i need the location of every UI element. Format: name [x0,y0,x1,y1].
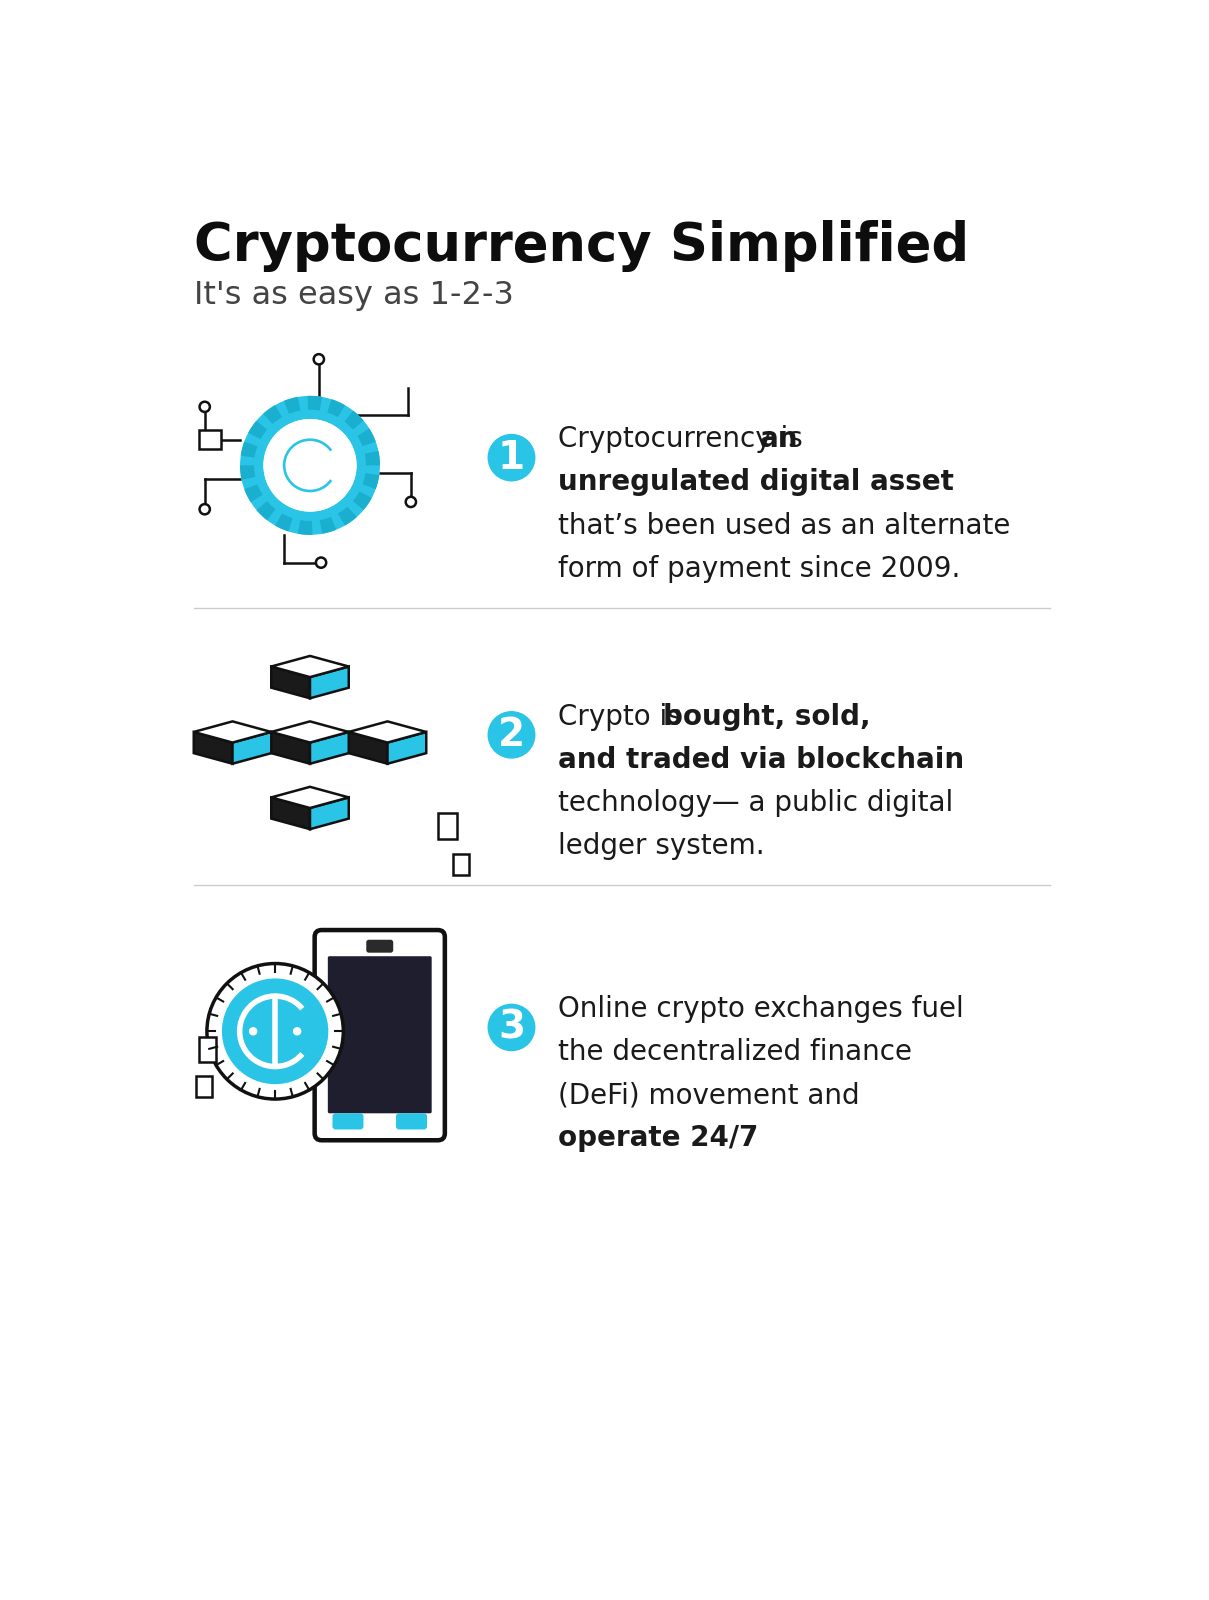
Circle shape [264,419,355,510]
Text: It's as easy as 1-2-3: It's as easy as 1-2-3 [193,280,514,312]
Text: that’s been used as an alternate: that’s been used as an alternate [559,512,1011,539]
Wedge shape [345,411,364,430]
Polygon shape [232,731,271,763]
Text: bought, sold,: bought, sold, [663,702,870,731]
Text: operate 24/7: operate 24/7 [559,1125,758,1152]
Text: ledger system.: ledger system. [559,832,764,859]
Bar [199,1037,216,1062]
Wedge shape [264,405,282,424]
Wedge shape [256,501,276,520]
Text: technology— a public digital: technology— a public digital [559,789,953,816]
FancyBboxPatch shape [397,1114,427,1130]
Polygon shape [193,722,271,742]
Bar [198,430,221,450]
Circle shape [316,557,326,568]
FancyBboxPatch shape [332,1114,364,1130]
Text: 2: 2 [498,715,525,754]
Circle shape [406,498,416,507]
Circle shape [313,354,324,365]
Text: unregulated digital asset: unregulated digital asset [559,469,954,496]
Text: the decentralized finance: the decentralized finance [559,1038,912,1066]
Text: and traded via blockchain: and traded via blockchain [559,746,964,774]
Circle shape [488,1005,534,1051]
Text: (DeFi) movement and: (DeFi) movement and [559,1082,860,1109]
Circle shape [199,402,210,411]
FancyBboxPatch shape [328,957,432,1114]
FancyBboxPatch shape [314,930,445,1141]
Polygon shape [310,731,348,763]
Wedge shape [307,395,322,411]
Circle shape [488,712,534,758]
Wedge shape [274,514,293,531]
Wedge shape [241,466,255,480]
Bar [453,854,469,875]
Polygon shape [271,731,310,763]
Polygon shape [271,722,348,742]
Polygon shape [348,731,388,763]
Circle shape [207,963,343,1099]
Polygon shape [271,797,310,829]
Circle shape [199,504,210,514]
Bar [105,651,125,677]
Bar [196,1075,212,1096]
Circle shape [249,1027,258,1035]
Wedge shape [353,491,371,510]
FancyBboxPatch shape [368,941,393,952]
Circle shape [222,979,329,1085]
Text: Cryptocurrency is: Cryptocurrency is [559,426,811,453]
Polygon shape [348,722,427,742]
Wedge shape [241,442,258,458]
Polygon shape [388,731,427,763]
Circle shape [293,1027,301,1035]
Polygon shape [193,731,232,763]
Wedge shape [328,400,345,418]
Text: Crypto is: Crypto is [559,702,690,731]
Wedge shape [358,429,376,446]
Polygon shape [271,667,310,698]
Circle shape [256,413,363,518]
Wedge shape [297,520,312,534]
Wedge shape [248,421,267,440]
Bar [89,701,105,722]
Polygon shape [310,797,348,829]
Circle shape [264,419,355,510]
Circle shape [488,435,534,480]
Text: 3: 3 [498,1008,525,1046]
Wedge shape [339,507,357,525]
Wedge shape [244,485,262,502]
Text: Online crypto exchanges fuel: Online crypto exchanges fuel [559,995,964,1022]
Bar [438,813,457,838]
Polygon shape [310,667,348,698]
Text: .: . [718,1125,727,1152]
Wedge shape [363,474,380,490]
Text: 1: 1 [498,438,525,477]
Wedge shape [284,397,300,414]
Text: form of payment since 2009.: form of payment since 2009. [559,555,960,582]
Circle shape [241,395,380,534]
Polygon shape [271,787,348,808]
Text: Cryptocurrency Simplified: Cryptocurrency Simplified [193,219,968,272]
Polygon shape [271,656,348,677]
Wedge shape [365,451,380,466]
Wedge shape [319,517,336,534]
Text: an: an [759,426,798,453]
